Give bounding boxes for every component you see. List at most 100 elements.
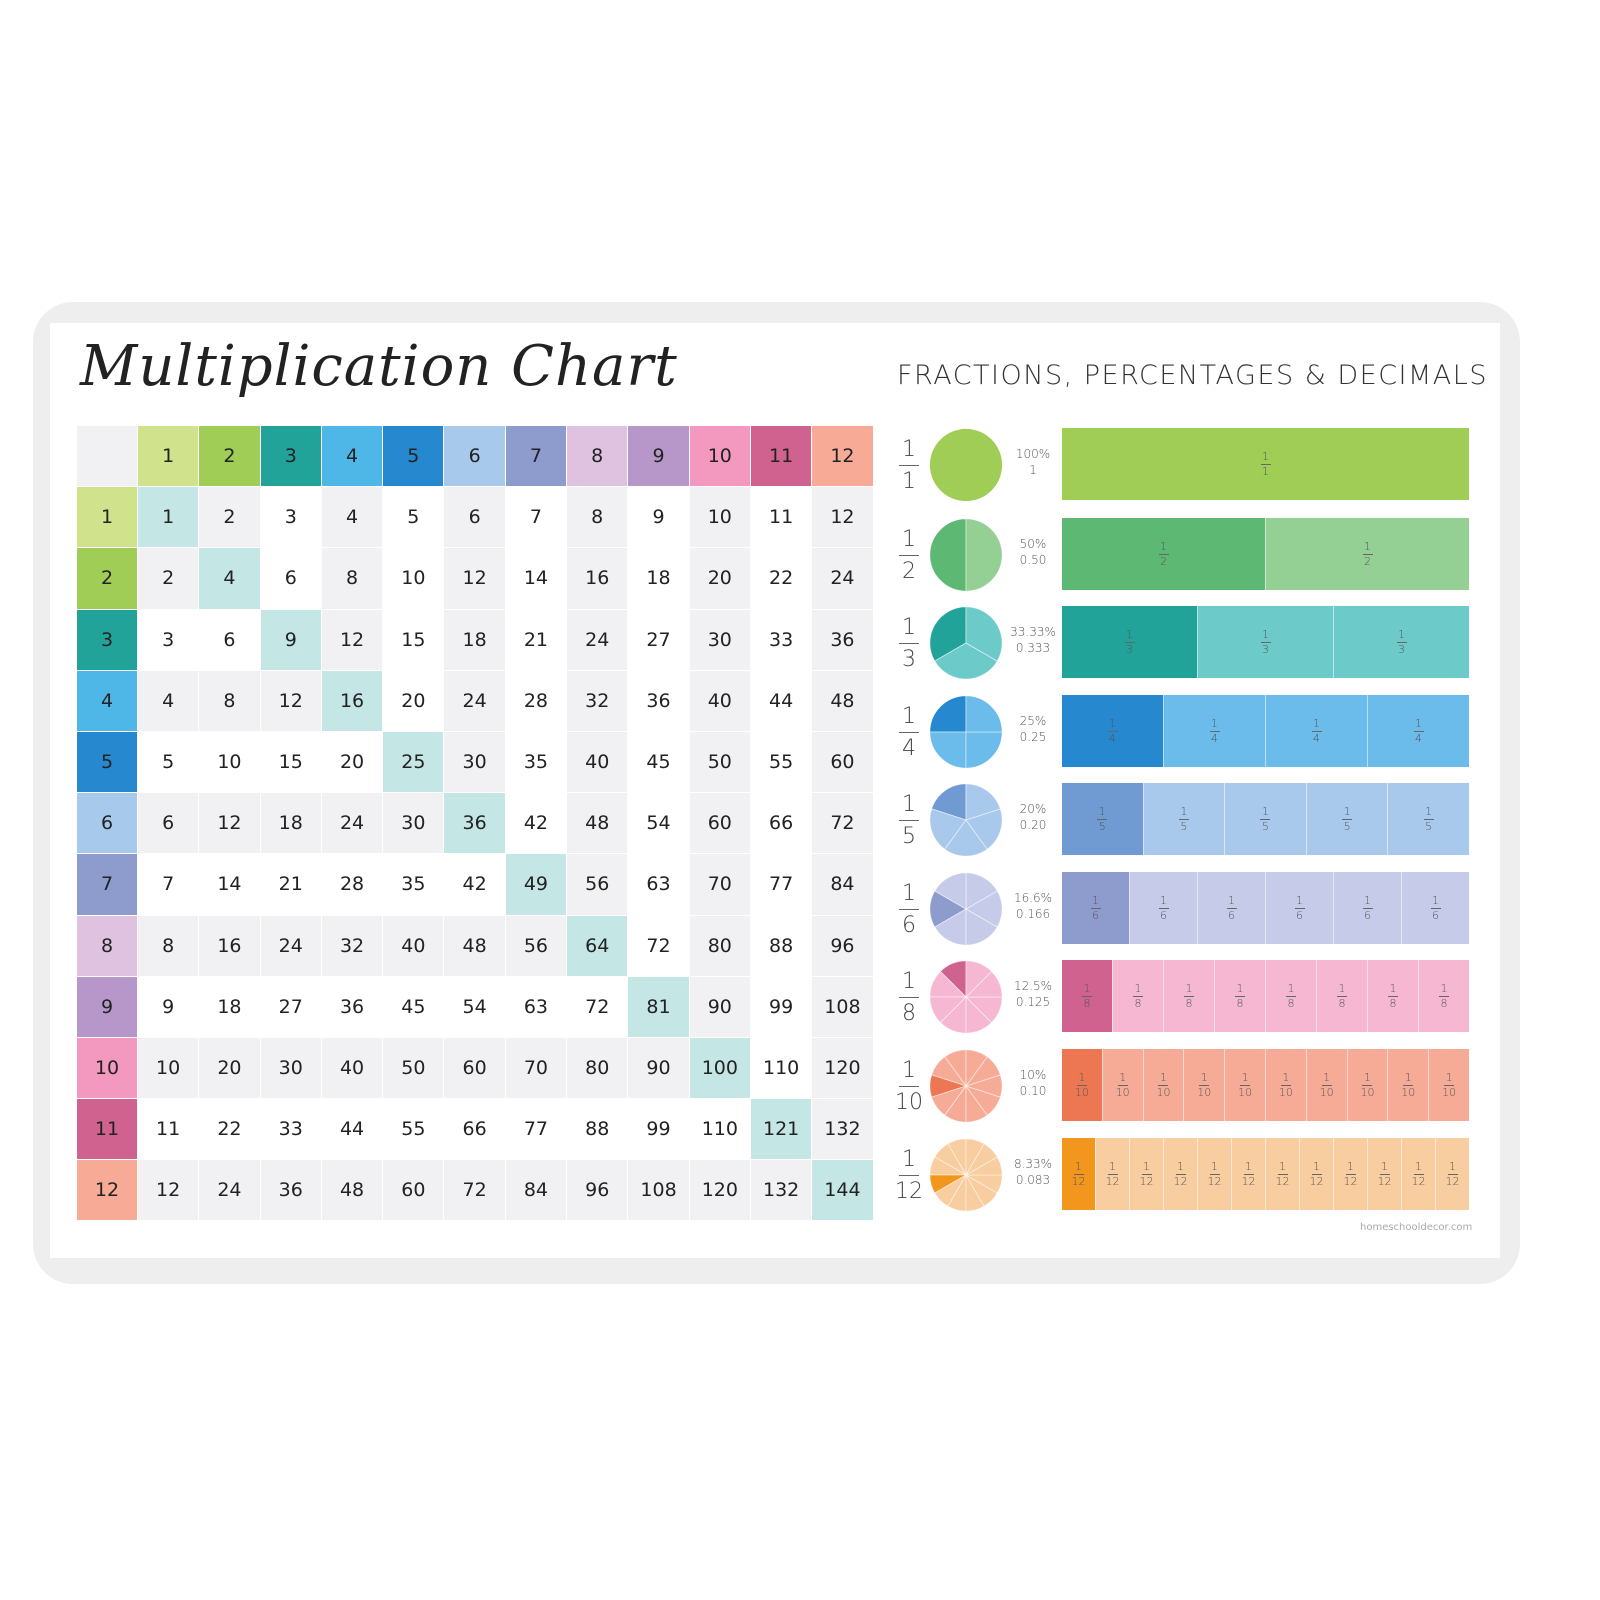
table-cell: 120 [812,1037,874,1100]
fraction-bar [1413,1173,1424,1175]
numerator: 1 [1279,1159,1286,1173]
segment-fraction: 1 10 [1279,1070,1293,1099]
denominator: 4 [1313,731,1320,745]
denominator: 4 [1109,731,1116,745]
fraction-bar [1117,1084,1128,1086]
segment-fraction: 1 10 [1116,1071,1130,1099]
fraction-segment-highlight: 1 12 [1062,1138,1095,1210]
table-cell: 7 [138,854,200,916]
column-header: 5 [383,426,445,488]
table-cell: 6 [444,487,506,549]
numerator: 1 [1313,716,1320,730]
row-header: 6 [77,793,138,855]
denominator: 8 [1236,996,1244,1010]
table-cell: 45 [383,976,445,1038]
column-header: 12 [812,426,874,488]
table-cell: 108 [628,1160,690,1222]
fraction-bar [1362,1084,1373,1086]
column-header: 3 [260,426,322,488]
denominator: 12 [1173,1174,1188,1188]
fraction-bar [1107,1173,1118,1175]
credit-text: homeschooldecor.com [1360,1222,1473,1233]
denominator: 12 [1071,1174,1086,1188]
table-cell: 30 [689,609,751,671]
pie-chart-icon [929,606,1003,680]
table-cell-square: 81 [628,976,690,1038]
denominator: 12 [1241,1174,1256,1188]
table-cell: 56 [505,915,568,977]
table-cell: 20 [689,548,751,610]
table-cell: 44 [321,1099,384,1161]
fraction-bar [1073,1173,1084,1175]
table-cell: 10 [199,731,261,794]
fraction-bar [1447,1173,1458,1175]
denominator: 12 [1343,1174,1358,1188]
table-cell: 28 [505,670,568,732]
table-cell: 7 [505,487,568,549]
numerator: 1 [902,1146,916,1172]
numerator: 1 [1092,893,1099,907]
row-header: 5 [77,731,138,794]
fraction-segment-highlight: 1 10 [1062,1049,1102,1121]
column-header: 9 [628,426,690,488]
segment-fraction: 1 12 [1208,1160,1222,1188]
fraction-row: 1 1 100% 1 1 1 [895,428,1475,502]
numerator: 1 [902,968,916,994]
segment-fraction: 1 12 [1276,1159,1290,1188]
fraction-bar [899,1085,919,1087]
table-cell: 6 [260,548,322,610]
pie-chart-icon [929,1138,1003,1212]
table-cell: 72 [444,1160,506,1222]
row-header: 7 [77,854,138,916]
fraction-segment: 1 10 [1224,1049,1265,1121]
segment-fraction: 1 12 [1173,1160,1188,1188]
numerator: 1 [902,614,916,640]
denominator: 3 [1398,642,1405,656]
table-cell: 42 [444,854,506,916]
table-cell-square: 9 [260,609,322,671]
table-cell: 12 [199,793,261,855]
numerator: 1 [902,436,916,462]
fraction-segment: 1 10 [1346,1049,1388,1121]
fraction-bar [1277,1173,1288,1175]
fraction-bar [1362,907,1373,909]
fraction-bar [1260,818,1271,820]
fraction-bar [1209,1173,1220,1175]
fraction-bar [1388,995,1398,997]
numerator: 1 [1282,1070,1290,1084]
table-cell: 54 [444,976,506,1038]
table-cell: 12 [321,609,384,671]
table-cell: 84 [812,854,874,916]
numerator: 1 [1180,804,1188,818]
percent-value: 10% [1019,1068,1047,1082]
fraction-bar [899,464,919,466]
denominator: 4 [1211,731,1218,745]
fraction-segment: 1 12 [1163,1138,1197,1210]
fraction-row: 1 8 12.5% 0.125 1 8 1 8 1 8 1 8 1 8 1 8 1 8 1 8 [895,960,1475,1034]
column-header: 11 [750,426,813,488]
denominator: 8 [1083,996,1091,1010]
table-cell: 110 [750,1037,813,1100]
numerator: 1 [1160,893,1167,907]
fraction-bar [1294,907,1305,909]
table-cell: 21 [505,609,568,671]
